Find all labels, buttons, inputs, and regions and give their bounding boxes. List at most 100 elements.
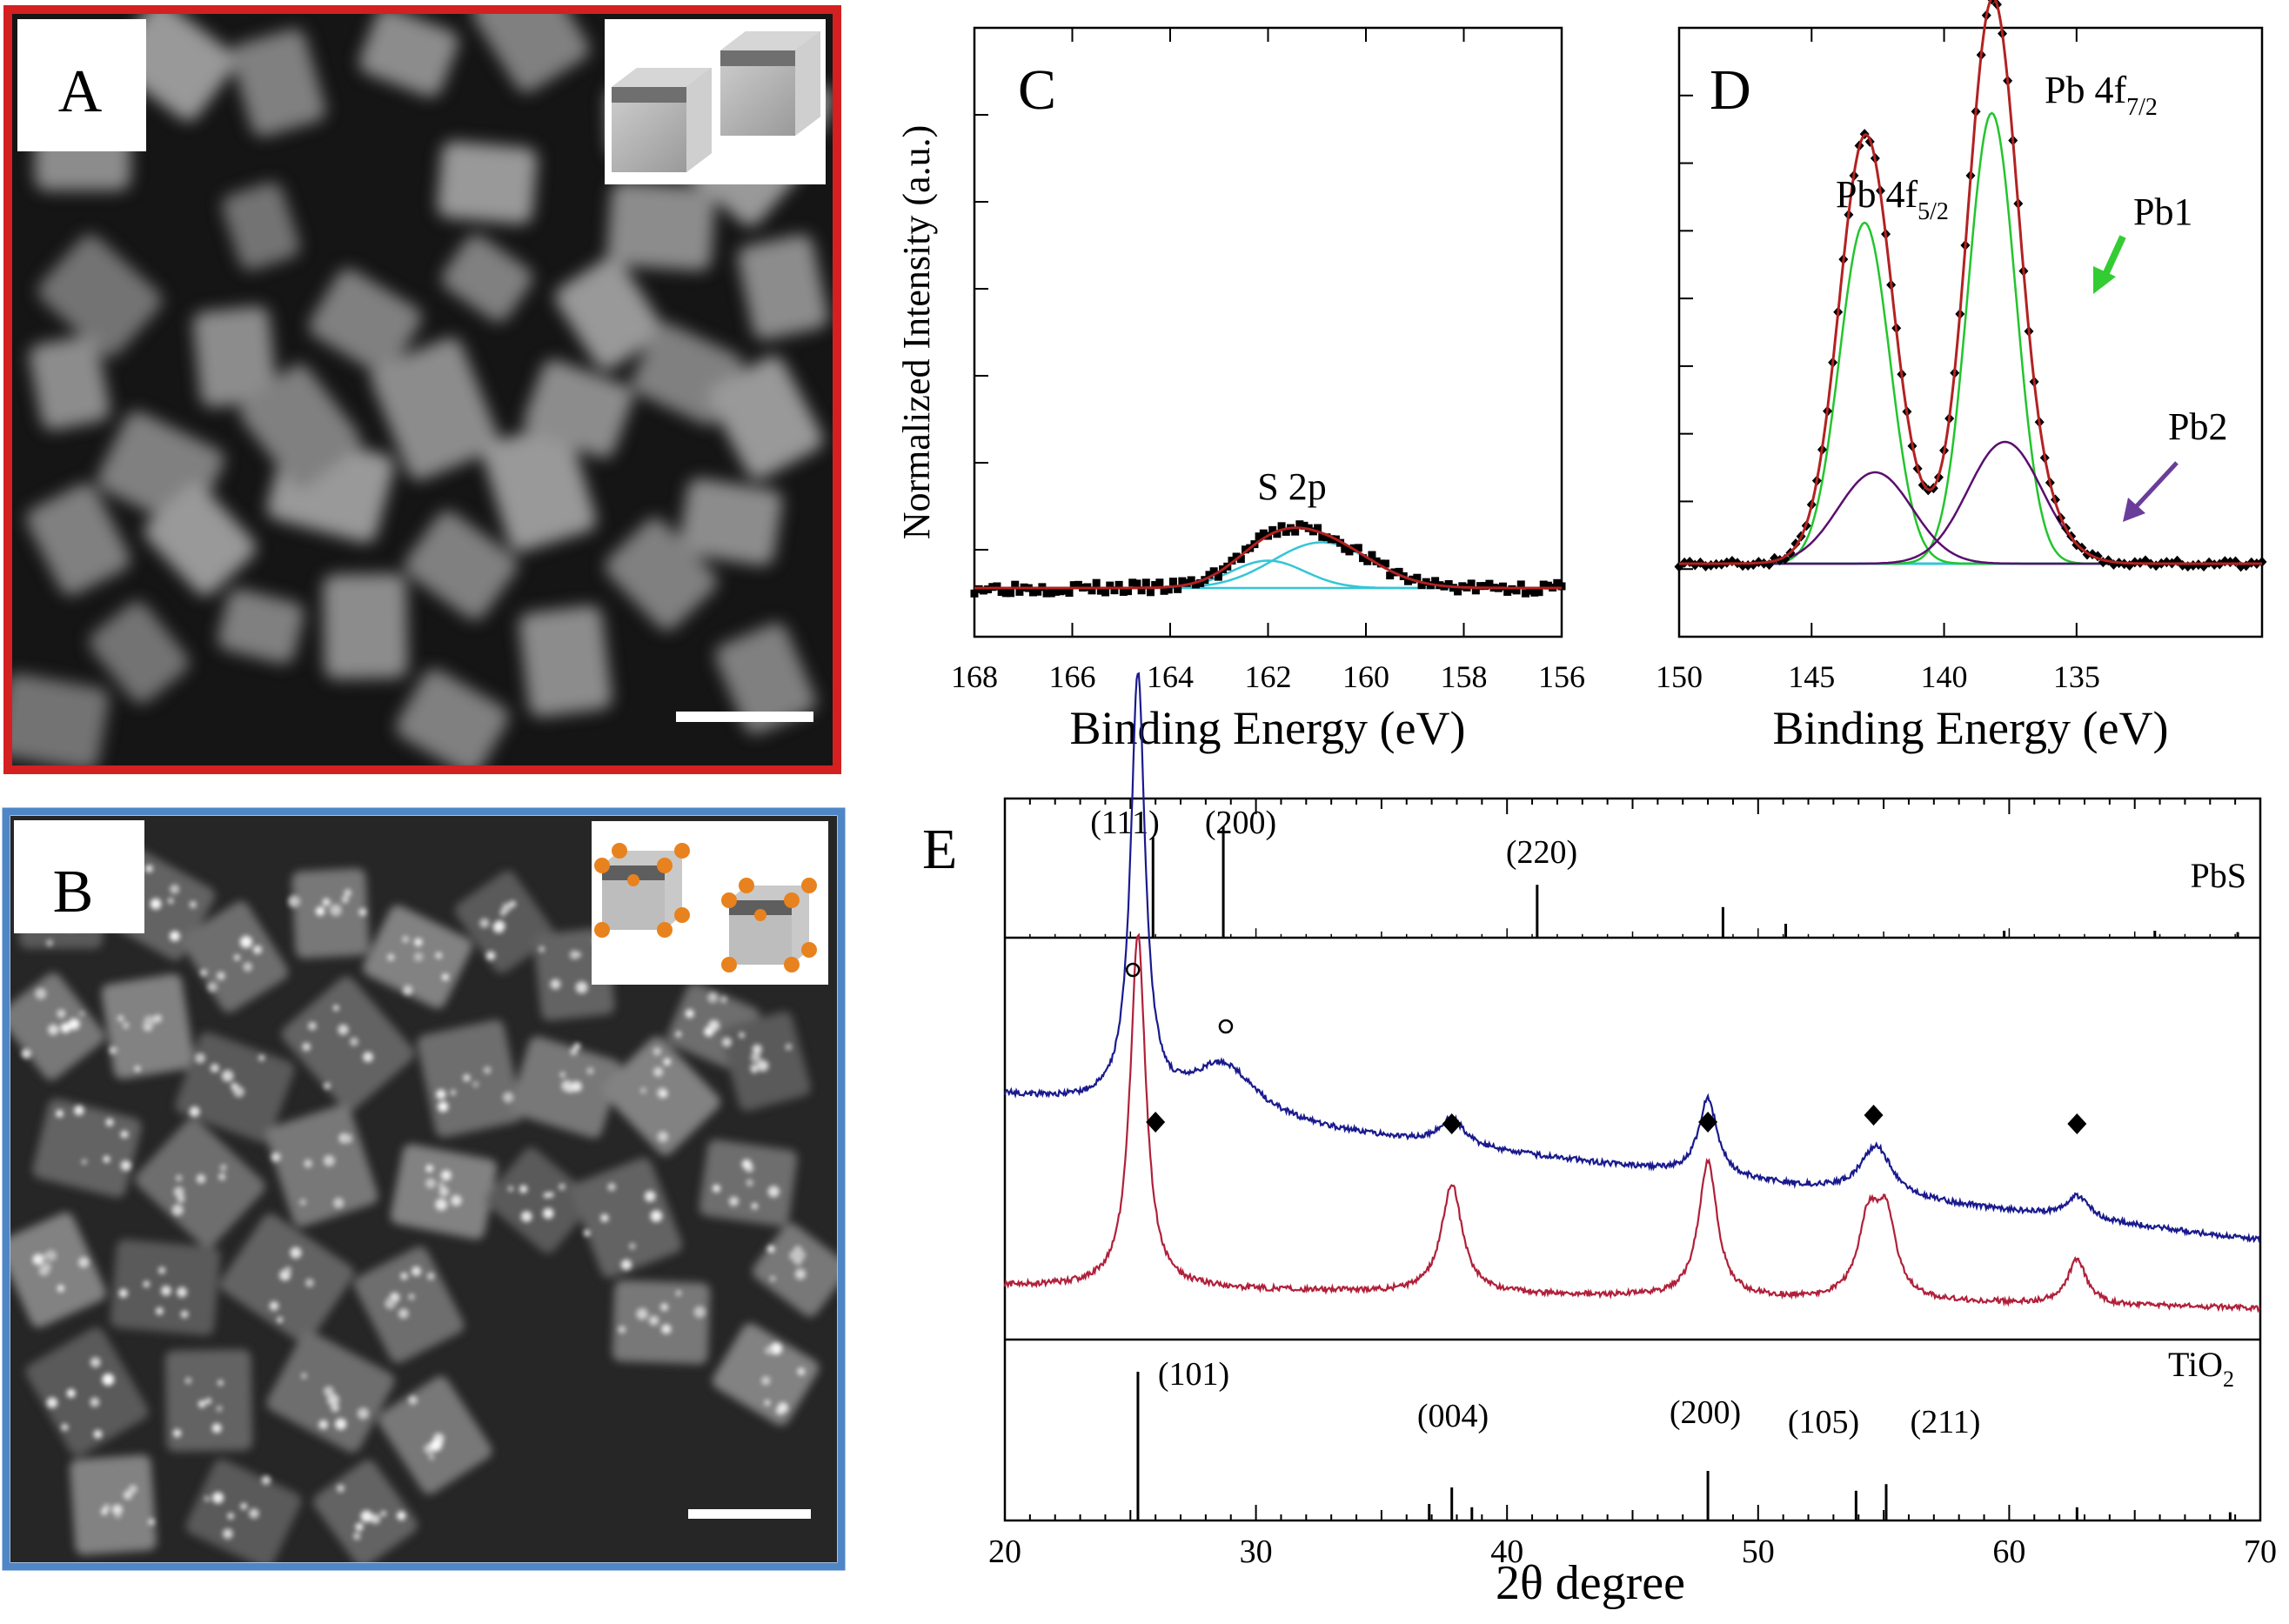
sem-particle [281,976,415,1112]
sem-nanodot [315,906,325,916]
sem-nanodot [358,908,367,917]
sem-nanodot [240,1502,247,1510]
sem-nanodot [143,1280,151,1287]
pbs-marker [2067,1113,2087,1134]
xps-data-point [1327,535,1335,544]
sem-nanodot [324,1386,334,1397]
panel-a-scale-bar [676,712,813,722]
panel-e-tio2-label: TiO2 [2168,1345,2234,1392]
sem-nanodot [584,1229,591,1237]
sem-particle [482,423,597,551]
sem-particle [291,868,370,959]
sem-nanodot [134,1066,141,1073]
sem-particle [231,29,326,137]
sem-nanodot [32,1253,44,1266]
sem-nanodot [144,1015,156,1027]
sem-nanodot [428,1454,435,1460]
sem-nanodot [648,1315,659,1326]
sem-nanodot [277,1317,283,1323]
x-tick-label: 30 [1240,1534,1273,1570]
panel-d-axis: 150 145 140 135 [1656,28,2100,694]
xps-data-point [1512,586,1521,595]
pb4f52-main: Pb 4f [1836,173,1918,216]
sem-nanodot [618,1326,626,1333]
cube-icon [720,31,820,136]
sem-particle [222,182,300,271]
sem-nanodot [751,1067,758,1073]
sem-particle [519,605,612,717]
sem-particle [26,483,131,596]
xps-data-point [1471,586,1480,595]
xps-data-point [1214,572,1222,581]
x-tick-label: 40 [1490,1534,1523,1570]
sem-nanodot [752,1044,762,1054]
sem-nanodot [210,1063,219,1073]
panel-a-inset [605,19,826,184]
x-tick-label: 70 [2244,1534,2277,1570]
sem-nanodot [708,1019,720,1032]
xps-data-point [993,582,1001,591]
xps-data-point [1168,578,1177,586]
panel-c-axis: 168 166 164 162 160 158 156 [951,28,1585,694]
sem-nanodot [479,918,490,928]
xps-data-point [979,586,987,595]
xps-data-point [1106,581,1114,590]
sem-nanodot [507,1186,514,1192]
sem-nanodot [385,1298,397,1309]
x-tick-label: 50 [1742,1534,1775,1570]
xps-data-point [1182,578,1191,587]
sem-nanodot [425,1164,434,1173]
cube-with-nanoparticles-icon [721,878,817,972]
xps-data-point [970,589,979,598]
sem-nanodot [48,1024,59,1035]
sem-nanodot [693,1306,706,1318]
xps-data-point [1273,530,1282,538]
sem-nanodot [123,1490,133,1500]
panel-c-x-axis-label: Binding Energy (eV) [1070,702,1466,754]
xps-data-point [1155,578,1164,587]
sem-nanodot [707,992,719,1003]
panel-c-label: C [1018,58,1056,122]
sem-nanodot [629,1242,636,1250]
sem-nanodot [550,979,561,990]
xps-data-point [1516,580,1525,589]
panel-b-inset [592,821,828,985]
sem-nanodot [400,1272,408,1280]
sem-nanodot [728,1196,739,1206]
panel-e-chart: E 20 30 40 50 60 70 (111) (200) (220) (101) (004… [922,672,2277,1610]
sem-nanodot [435,952,442,959]
xps-data-point [1029,588,1037,597]
sem-particle [185,1459,302,1562]
xps-data-point [1015,587,1024,596]
sem-nanodot [66,1388,76,1398]
sem-particle [555,257,663,370]
panel-c-chart: C 168 166 164 162 160 158 156 S 2p Binding Ene… [895,26,1585,754]
panel-e-x-axis-label: 2θ degree [1496,1556,1685,1610]
xps-data-point [1133,579,1141,588]
sem-nanodot [153,1014,162,1023]
sem-nanodot [350,1037,358,1046]
xps-data-point [1001,589,1010,598]
sem-nanodot [61,1423,69,1431]
sem-nanodot [118,1288,128,1298]
sem-particle [612,1280,711,1365]
xps-data-point [1047,589,1055,598]
sem-particle [712,1323,820,1426]
xps-data-point [1196,578,1205,587]
xps-data-point [1413,573,1422,582]
sem-nanodot [261,1475,271,1486]
sem-nanodot [231,1082,239,1091]
xps-data-point [1119,587,1128,596]
sem-nanodot [180,1310,189,1319]
sem-nanodot [559,1072,566,1078]
xrd-pattern [1003,672,2261,1244]
panel-a-label-box [17,19,146,151]
xps-data-point [1282,527,1290,536]
sem-nanodot [78,1011,85,1017]
sem-nanodot [161,1285,171,1296]
sem-nanodot [569,950,579,959]
sem-nanodot [769,1342,782,1355]
xps-data-point [1354,544,1362,552]
sem-nanodot [435,1198,448,1211]
panel-c-s2p-annotation: S 2p [1257,465,1326,508]
